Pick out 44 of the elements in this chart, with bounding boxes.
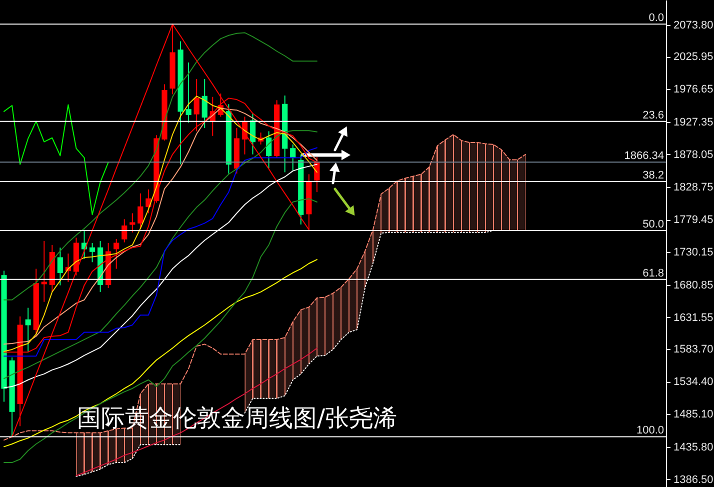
candlestick — [122, 218, 128, 243]
candlestick — [266, 130, 272, 169]
y-tick-label: 2025.95 — [674, 51, 714, 64]
line-series — [4, 134, 526, 441]
line-series — [4, 104, 109, 216]
line-series — [4, 130, 318, 380]
y-tick-label: 1779.45 — [674, 214, 714, 226]
line-series — [4, 259, 318, 448]
y-tick-label: 1583.70 — [674, 344, 714, 356]
y-tick-label: 1828.75 — [674, 181, 714, 194]
candlestick — [81, 229, 88, 260]
y-tick-label: 1485.10 — [674, 408, 714, 421]
candlestick — [41, 240, 47, 302]
candlestick — [290, 144, 296, 171]
annotation: 50.0 — [642, 218, 664, 230]
line-series — [4, 198, 318, 464]
y-tick-label: 1730.15 — [674, 246, 714, 259]
y-tick-label: 1878.05 — [674, 148, 714, 161]
candlestick — [57, 247, 63, 286]
annotation: 38.2 — [642, 170, 664, 182]
y-tick-label: 2073.80 — [674, 19, 714, 32]
annotation: 100.0 — [636, 424, 664, 437]
annotation: 61.8 — [642, 267, 664, 280]
y-tick-label: 1631.55 — [674, 312, 714, 324]
candlestick — [146, 188, 152, 214]
annotation: 0.0 — [648, 12, 664, 24]
candlestick — [130, 212, 136, 233]
candlestick — [186, 62, 192, 124]
candlestick — [202, 78, 208, 128]
y-tick-label: 1680.85 — [674, 279, 714, 292]
line-series — [76, 348, 318, 476]
y-tick-label: 1976.65 — [674, 84, 714, 96]
y-tick-label: 1927.35 — [674, 116, 714, 128]
line-series — [4, 147, 318, 357]
ref-line-label: 1866.34 — [624, 150, 664, 162]
annotation: 23.6 — [642, 109, 664, 122]
candlestick — [114, 238, 120, 270]
y-tick-label: 1534.40 — [674, 376, 714, 388]
line-series — [4, 32, 318, 300]
y-tick-label: 1386.50 — [674, 474, 714, 486]
candlestick — [138, 192, 144, 230]
candlestick — [89, 242, 96, 263]
y-tick-label: 1435.80 — [674, 441, 714, 454]
candlestick — [25, 307, 31, 352]
